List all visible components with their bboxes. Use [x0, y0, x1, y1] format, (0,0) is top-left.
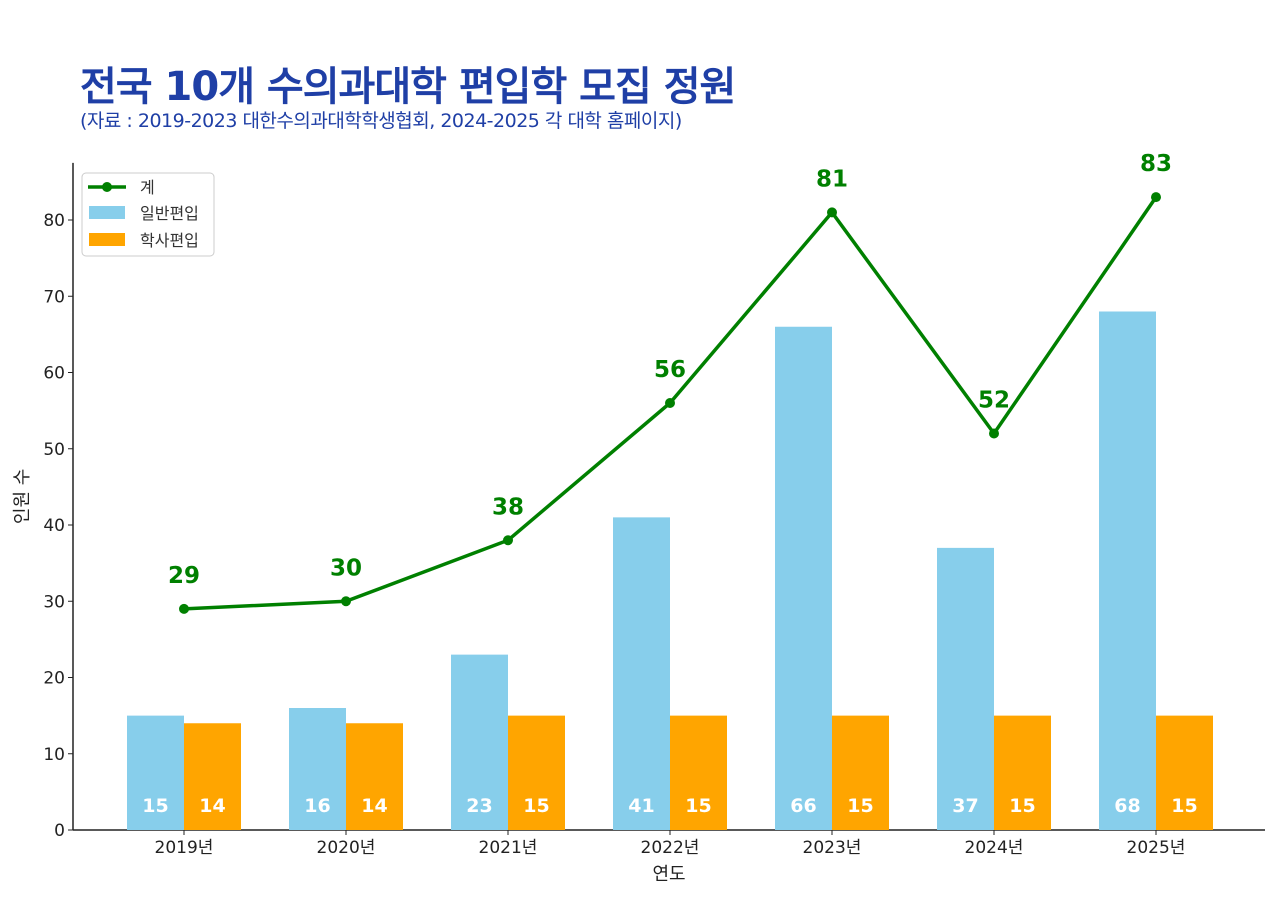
- legend-line-marker: [102, 182, 112, 192]
- bar-value-label: 15: [847, 795, 873, 817]
- bar-value-label: 41: [628, 795, 654, 817]
- y-tick-label: 80: [43, 211, 65, 231]
- total-point: [827, 207, 837, 218]
- y-tick-label: 30: [43, 592, 65, 612]
- bar-value-label: 14: [361, 795, 387, 817]
- x-tick-label: 2025년: [1127, 838, 1186, 858]
- total-point: [1151, 192, 1161, 203]
- legend-swatch-general: [89, 206, 125, 219]
- bar-general: [451, 654, 508, 830]
- total-point: [989, 428, 999, 439]
- bar-bachelor: [670, 715, 727, 830]
- bar-value-label: 16: [304, 795, 330, 817]
- bar-value-label: 15: [142, 795, 168, 817]
- total-point: [341, 596, 351, 607]
- total-value-label: 52: [978, 388, 1010, 414]
- chart-subtitle: (자료 : 2019-2023 대한수의과대학학생협회, 2024-2025 각…: [80, 110, 682, 132]
- chart-title: 전국 10개 수의과대학 편입학 모집 정원: [80, 64, 736, 110]
- x-tick-label: 2021년: [479, 838, 538, 858]
- x-tick-label: 2024년: [965, 838, 1024, 858]
- bar-value-label: 68: [1114, 795, 1140, 817]
- bar-bachelor: [994, 715, 1051, 830]
- bar-value-label: 66: [790, 795, 816, 817]
- bar-bachelor: [346, 723, 403, 830]
- total-value-label: 30: [330, 555, 362, 581]
- total-point: [179, 603, 189, 614]
- y-tick-label: 0: [54, 821, 65, 841]
- x-tick-label: 2022년: [641, 838, 700, 858]
- bar-value-label: 23: [466, 795, 492, 817]
- bar-general: [127, 715, 184, 830]
- legend-swatch-bachelor: [89, 233, 125, 246]
- x-axis-label: 연도: [652, 864, 685, 885]
- bar-general: [613, 517, 670, 830]
- bar-value-label: 14: [199, 795, 225, 817]
- y-tick-label: 40: [43, 516, 65, 536]
- bar-general: [1099, 311, 1156, 830]
- total-value-label: 38: [492, 494, 524, 520]
- bar-bachelor: [508, 715, 565, 830]
- total-value-label: 83: [1140, 151, 1172, 177]
- y-tick-label: 60: [43, 364, 65, 384]
- y-tick-label: 50: [43, 440, 65, 460]
- bar-bachelor: [184, 723, 241, 830]
- y-tick-label: 70: [43, 287, 65, 307]
- y-tick-label: 20: [43, 669, 65, 689]
- total-value-label: 81: [816, 166, 848, 192]
- x-tick-label: 2020년: [317, 838, 376, 858]
- bar-general: [937, 547, 994, 830]
- total-value-label: 56: [654, 357, 686, 383]
- bar-value-label: 15: [1009, 795, 1035, 817]
- legend-label-general: 일반편입: [140, 204, 199, 223]
- total-point: [503, 535, 513, 546]
- bar-value-label: 37: [952, 795, 978, 817]
- total-value-label: 29: [168, 563, 200, 589]
- y-axis-label: 인원 수: [12, 469, 33, 524]
- total-point: [665, 398, 675, 408]
- legend-label-total: 계: [140, 178, 155, 197]
- x-tick-label: 2023년: [803, 838, 862, 858]
- bar-value-label: 15: [1171, 795, 1197, 817]
- bar-value-label: 15: [685, 795, 711, 817]
- bar-value-label: 15: [523, 795, 549, 817]
- y-tick-label: 10: [43, 745, 65, 765]
- legend-label-bachelor: 학사편입: [140, 231, 199, 250]
- bar-bachelor: [832, 715, 889, 830]
- bar-bachelor: [1156, 715, 1213, 830]
- bar-general: [775, 326, 832, 830]
- x-tick-label: 2019년: [155, 838, 214, 858]
- bar-general: [289, 708, 346, 830]
